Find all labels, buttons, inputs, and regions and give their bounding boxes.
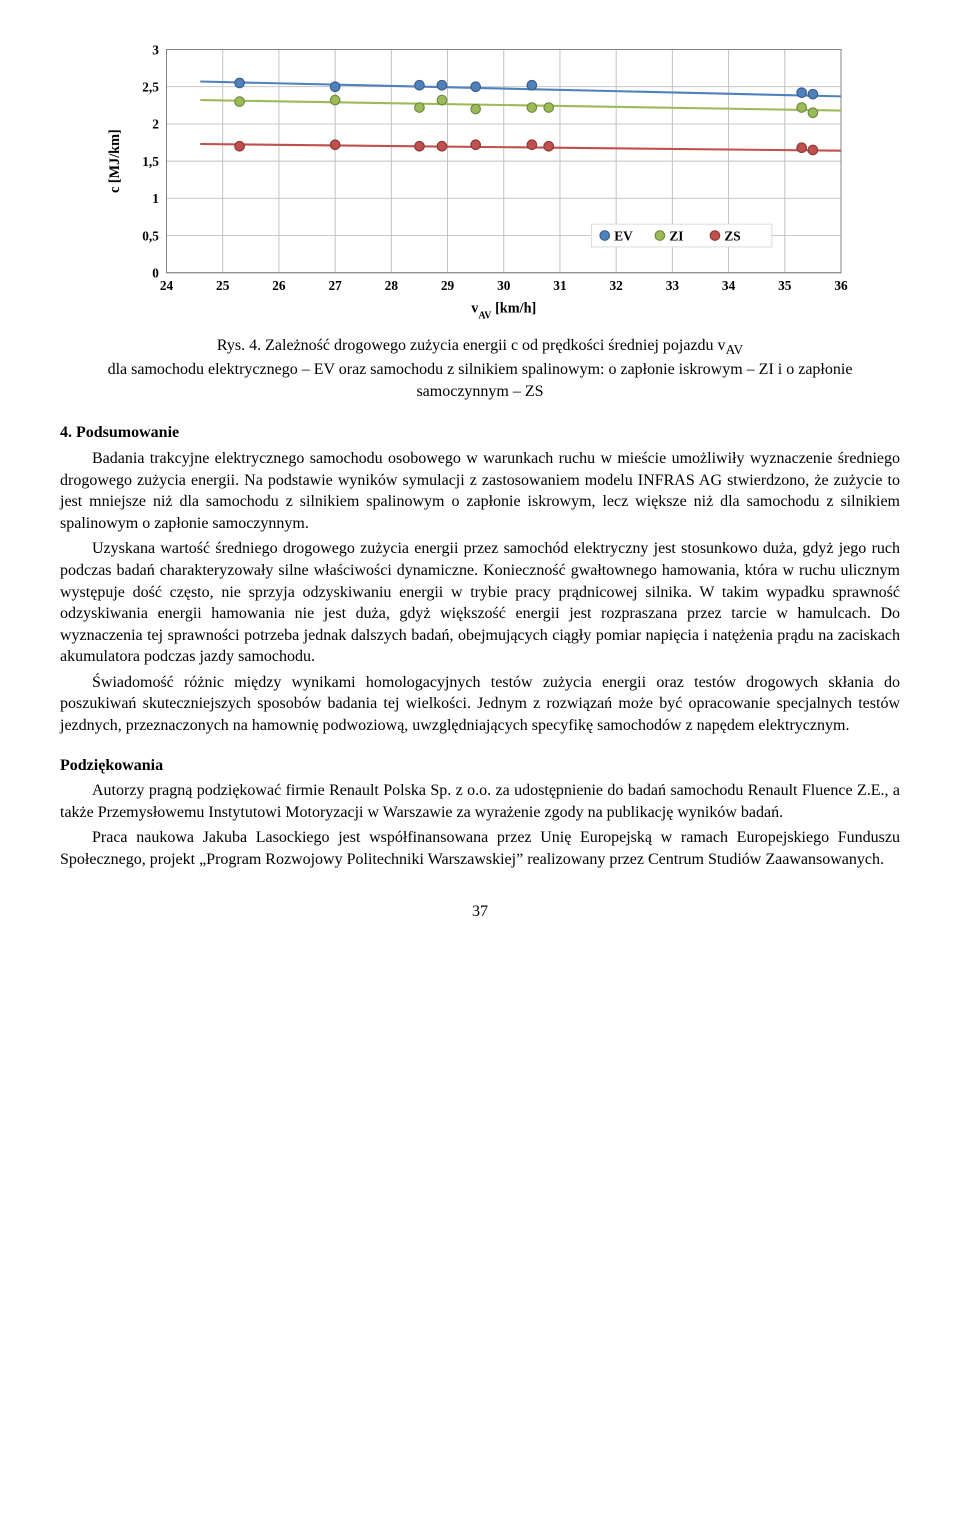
svg-text:2: 2 — [152, 117, 159, 132]
svg-text:ZI: ZI — [669, 228, 683, 243]
svg-text:c [MJ/km]: c [MJ/km] — [107, 129, 123, 193]
svg-text:26: 26 — [272, 278, 286, 293]
svg-text:1: 1 — [152, 191, 159, 206]
energy-chart: 24 25 26 27 28 29 30 31 32 33 34 35 36 0 0,5 1 1,5 2 2,5 3 c… — [100, 40, 860, 325]
svg-text:33: 33 — [666, 278, 680, 293]
caption-line1: Rys. 4. Zależność drogowego zużycia ener… — [217, 337, 726, 354]
svg-text:30: 30 — [497, 278, 511, 293]
svg-text:31: 31 — [553, 278, 566, 293]
para-3: Świadomość różnic między wynikami homolo… — [60, 672, 900, 737]
svg-text:27: 27 — [328, 278, 342, 293]
para-2: Uzyskana wartość średniego drogowego zuż… — [60, 538, 900, 668]
svg-text:24: 24 — [160, 278, 174, 293]
ack-para-2: Praca naukowa Jakuba Lasockiego jest wsp… — [60, 827, 900, 870]
svg-text:EV: EV — [614, 228, 633, 243]
ack-title: Podziękowania — [60, 755, 900, 777]
svg-text:0,5: 0,5 — [142, 228, 159, 243]
svg-text:28: 28 — [385, 278, 399, 293]
svg-text:1,5: 1,5 — [142, 154, 159, 169]
svg-text:vAV [km/h]: vAV [km/h] — [471, 301, 536, 322]
svg-text:36: 36 — [834, 278, 848, 293]
svg-text:35: 35 — [778, 278, 792, 293]
svg-text:3: 3 — [152, 42, 159, 57]
svg-text:29: 29 — [441, 278, 455, 293]
svg-text:2,5: 2,5 — [142, 79, 159, 94]
svg-text:32: 32 — [610, 278, 624, 293]
svg-text:ZS: ZS — [724, 228, 740, 243]
figure-caption: Rys. 4. Zależność drogowego zużycia ener… — [60, 335, 900, 402]
caption-sub: AV — [726, 342, 744, 357]
svg-text:25: 25 — [216, 278, 230, 293]
chart-svg: 24 25 26 27 28 29 30 31 32 33 34 35 36 0 0,5 1 1,5 2 2,5 3 c… — [100, 40, 860, 325]
para-1: Badania trakcyjne elektrycznego samochod… — [60, 448, 900, 534]
section-4-title: 4. Podsumowanie — [60, 422, 900, 444]
svg-text:0: 0 — [152, 266, 159, 281]
ack-para-1: Autorzy pragną podziękować firmie Renaul… — [60, 780, 900, 823]
caption-line2: dla samochodu elektrycznego – EV oraz sa… — [60, 359, 900, 402]
page-number: 37 — [60, 901, 900, 923]
svg-text:34: 34 — [722, 278, 736, 293]
